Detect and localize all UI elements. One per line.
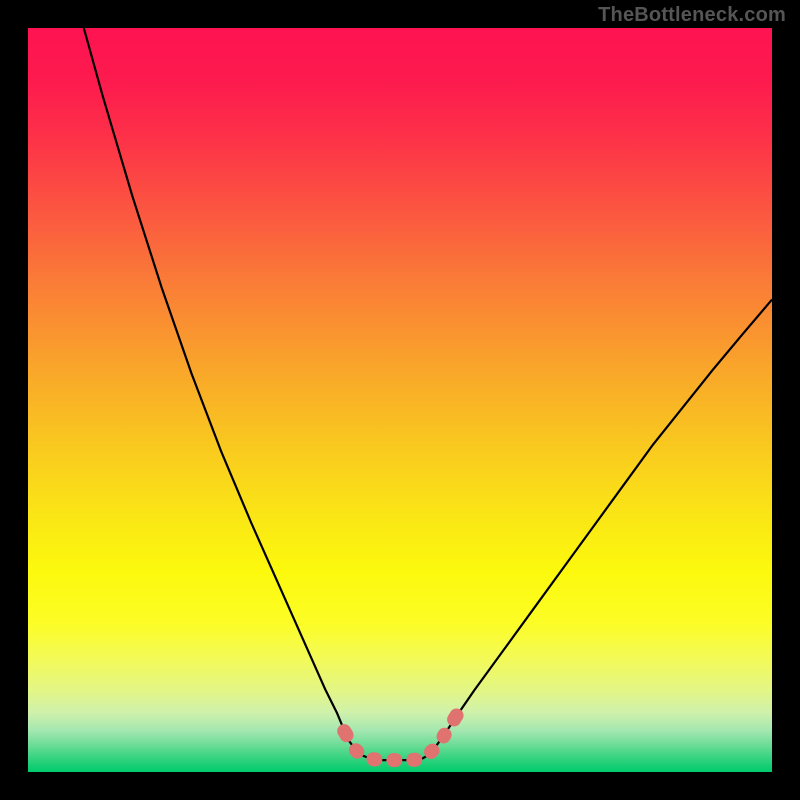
- bottleneck-curve: [84, 28, 772, 760]
- optimal-range-endpoint: [450, 708, 464, 722]
- plot-area: [28, 28, 772, 772]
- optimal-range-highlight: [346, 715, 457, 760]
- optimal-range-endpoint: [337, 724, 351, 738]
- watermark-text: TheBottleneck.com: [598, 4, 786, 27]
- chart-stage: TheBottleneck.com: [0, 0, 800, 800]
- curve-layer: [28, 28, 772, 772]
